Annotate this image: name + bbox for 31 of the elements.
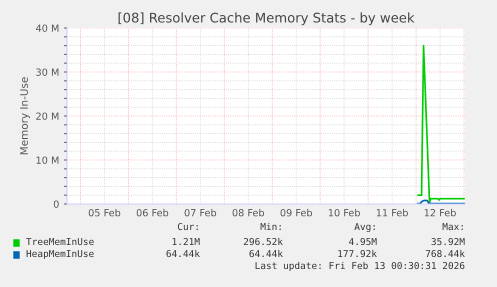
text: 296.52k	[244, 238, 283, 246]
x-tick-label: 11 Feb	[376, 208, 408, 216]
text: Last update: Fri Feb 13 00:30:31 2026	[256, 262, 464, 271]
y-tick-label: 30 M	[36, 68, 58, 76]
y-tick-label: 10 M	[36, 156, 58, 164]
legend-label: HeapMemInUse	[26, 250, 94, 259]
text: 1.21M	[172, 238, 200, 245]
chart-title: [08] Resolver Cache Memory Stats - by week	[118, 12, 415, 26]
y-tick-label: 20 M	[36, 112, 58, 120]
y-tick-label: 40 M	[36, 24, 58, 32]
legend-label: TreeMemInUse	[26, 238, 94, 246]
text: Cur:	[178, 222, 198, 230]
text: Max:	[442, 223, 463, 230]
x-tick-label: 12 Feb	[424, 208, 456, 216]
text: Min:	[260, 222, 281, 230]
x-tick-label: 10 Feb	[328, 208, 360, 216]
text: 35.92M	[432, 238, 465, 246]
y-tick-label: 0	[54, 200, 59, 208]
x-tick-label: 09 Feb	[280, 208, 312, 216]
text: 768.44k	[426, 250, 465, 258]
x-tick-label: 07 Feb	[184, 208, 216, 216]
x-tick-label: 08 Feb	[232, 208, 264, 216]
text: 177.92k	[338, 250, 377, 258]
x-tick-label: 06 Feb	[136, 208, 168, 216]
line-series	[417, 44, 465, 204]
text: Avg:	[354, 223, 375, 232]
y-axis-title: Memory In-Use	[20, 77, 30, 154]
text: 4.95M	[349, 238, 377, 246]
text: 64.44k	[250, 250, 283, 258]
text: 64.44k	[166, 250, 200, 258]
x-tick-label: 05 Feb	[88, 208, 120, 216]
